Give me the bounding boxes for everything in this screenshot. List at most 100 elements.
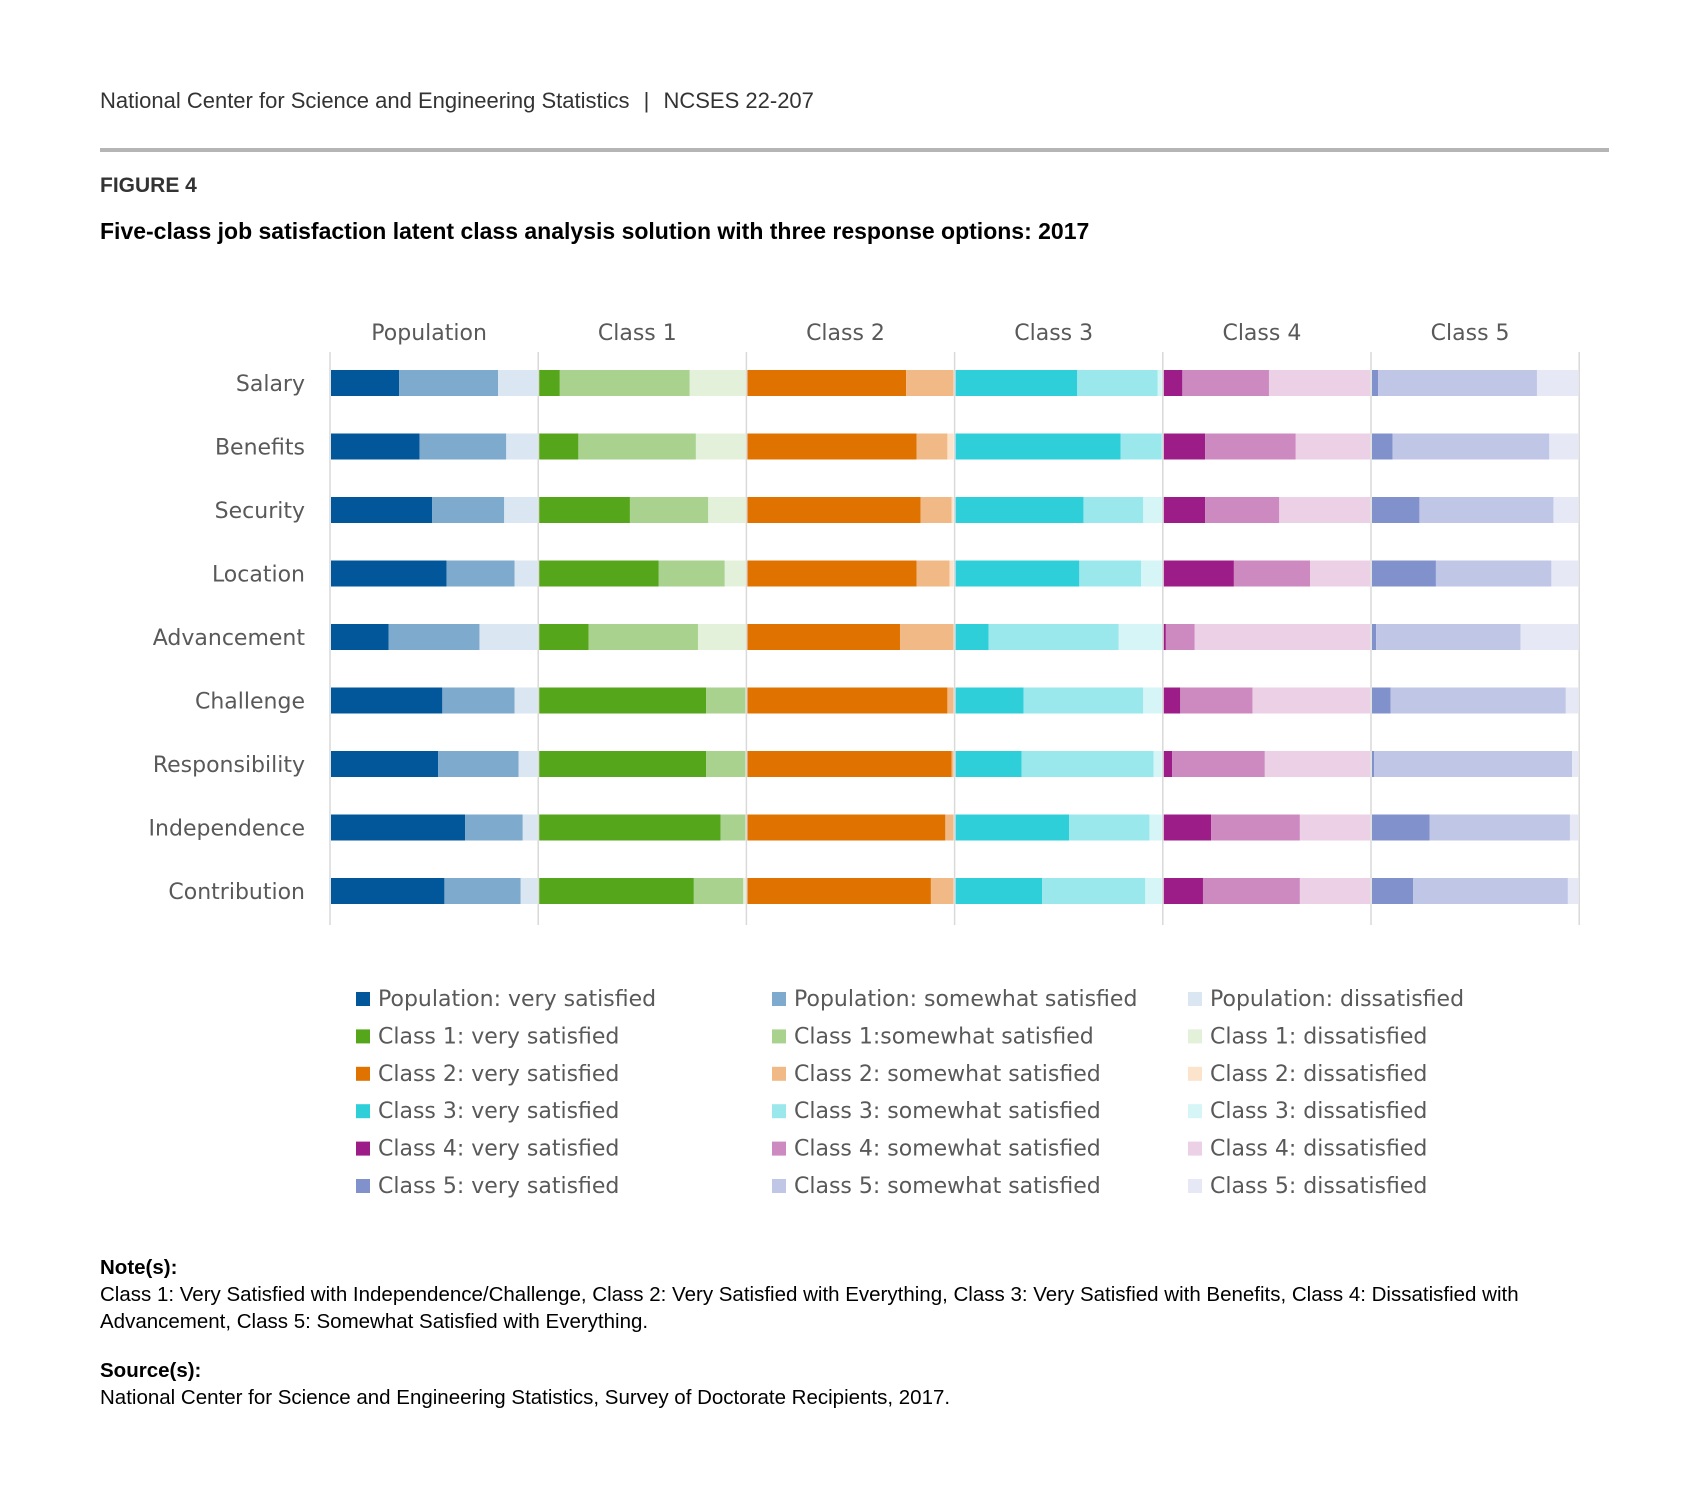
bar-segment — [988, 624, 1119, 650]
bar-segment — [331, 687, 443, 714]
bar-segment — [539, 814, 721, 841]
bar-segment — [1372, 624, 1377, 650]
legend-swatch — [1188, 992, 1202, 1006]
bar-segment — [539, 687, 707, 714]
bar-segment — [743, 878, 746, 904]
legend-label: Class 4: dissatisfied — [1210, 1137, 1427, 1162]
bar-segment — [747, 814, 946, 841]
bar-segment — [438, 751, 519, 777]
bar-segment — [1163, 624, 1166, 650]
legend-label: Population: somewhat satisfied — [794, 987, 1137, 1012]
bar-segment — [947, 687, 954, 714]
bar-segment — [955, 560, 1080, 587]
bar-segment — [331, 624, 389, 650]
bar-segment — [399, 370, 499, 396]
bar-segment — [955, 814, 1070, 841]
legend-swatch — [1188, 1179, 1202, 1193]
bar-segment — [1372, 878, 1414, 904]
bar-segment — [693, 878, 744, 904]
bar-segment — [498, 370, 538, 396]
bar-segment — [539, 560, 659, 587]
report-header: National Center for Science and Engineer… — [100, 88, 814, 114]
bar-segment — [930, 878, 954, 904]
bar-segment — [1194, 624, 1370, 650]
bar-segment — [506, 433, 538, 460]
bar-segment — [1163, 560, 1234, 587]
bar-segment — [388, 624, 480, 650]
legend-swatch — [772, 1029, 786, 1044]
legend-swatch — [1188, 1029, 1202, 1044]
bar-segment — [1163, 878, 1203, 904]
bar-segment — [1429, 814, 1570, 841]
bar-segment — [747, 751, 952, 777]
bar-segment — [1149, 814, 1162, 841]
bar-segment — [916, 560, 950, 587]
legend-swatch — [356, 1029, 370, 1044]
bar-segment — [1077, 370, 1158, 396]
bar-segment — [1392, 433, 1550, 460]
bar-segment — [539, 370, 560, 396]
legend-swatch — [356, 1141, 370, 1156]
legend-swatch — [356, 1179, 370, 1193]
notes: Note(s): Class 1: Very Satisfied with In… — [100, 1254, 1600, 1335]
org-name: National Center for Science and Engineer… — [100, 88, 630, 113]
bar-segment — [1372, 433, 1393, 460]
bar-segment — [899, 624, 954, 650]
legend-label: Class 5: very satisfied — [378, 1174, 619, 1199]
bar-segment — [1202, 878, 1300, 904]
bar-segment — [514, 687, 538, 714]
bar-segment — [747, 497, 921, 523]
bar-segment — [331, 433, 420, 460]
bar-segment — [1163, 370, 1183, 396]
bar-segment — [747, 560, 917, 587]
figure-label: FIGURE 4 — [100, 174, 197, 197]
category-label: Responsibility — [153, 753, 305, 778]
bar-segment — [514, 560, 538, 587]
bar-segment — [1069, 814, 1150, 841]
notes-label: Note(s): — [100, 1256, 178, 1279]
bar-segment — [951, 751, 954, 777]
bar-segment — [1268, 370, 1370, 396]
bar-segment — [955, 878, 1043, 904]
bar-segment — [1172, 751, 1265, 777]
legend-label: Class 1: dissatisfied — [1210, 1024, 1427, 1049]
bar-segment — [949, 560, 954, 587]
legend-swatch — [772, 1141, 786, 1156]
bar-segment — [331, 878, 445, 904]
bar-segment — [1565, 687, 1579, 714]
category-label: Contribution — [168, 880, 305, 905]
legend-swatch — [772, 1104, 786, 1119]
bar-segment — [1264, 751, 1370, 777]
legend-label: Population: dissatisfied — [1210, 987, 1464, 1012]
bar-segment — [747, 687, 948, 714]
bar-segment — [1413, 878, 1568, 904]
legend-swatch — [356, 992, 370, 1006]
bar-segment — [1143, 497, 1162, 523]
source-label: Source(s): — [100, 1359, 202, 1382]
bar-segment — [695, 433, 746, 460]
bar-segment — [955, 497, 1084, 523]
panel-title: Class 2 — [806, 321, 885, 346]
bar-segment — [1553, 497, 1579, 523]
panel-title: Class 4 — [1222, 321, 1301, 346]
bar-segment — [539, 497, 630, 523]
legend-swatch — [356, 1066, 370, 1081]
bar-segment — [1180, 687, 1253, 714]
bar-segment — [1163, 814, 1212, 841]
bar-segment — [947, 433, 954, 460]
legend-label: Class 5: somewhat satisfied — [794, 1174, 1101, 1199]
bar-segment — [1572, 751, 1579, 777]
header-divider — [100, 148, 1609, 152]
legend-label: Class 5: dissatisfied — [1210, 1174, 1427, 1199]
bar-segment — [1310, 560, 1370, 587]
bar-segment — [465, 814, 523, 841]
category-label: Advancement — [153, 626, 306, 651]
bar-segment — [747, 370, 907, 396]
bar-segment — [504, 497, 538, 523]
bar-segment — [1372, 497, 1420, 523]
bar-segment — [1567, 878, 1579, 904]
bar-segment — [1372, 814, 1430, 841]
bar-segment — [706, 751, 746, 777]
bar-segment — [1083, 497, 1144, 523]
